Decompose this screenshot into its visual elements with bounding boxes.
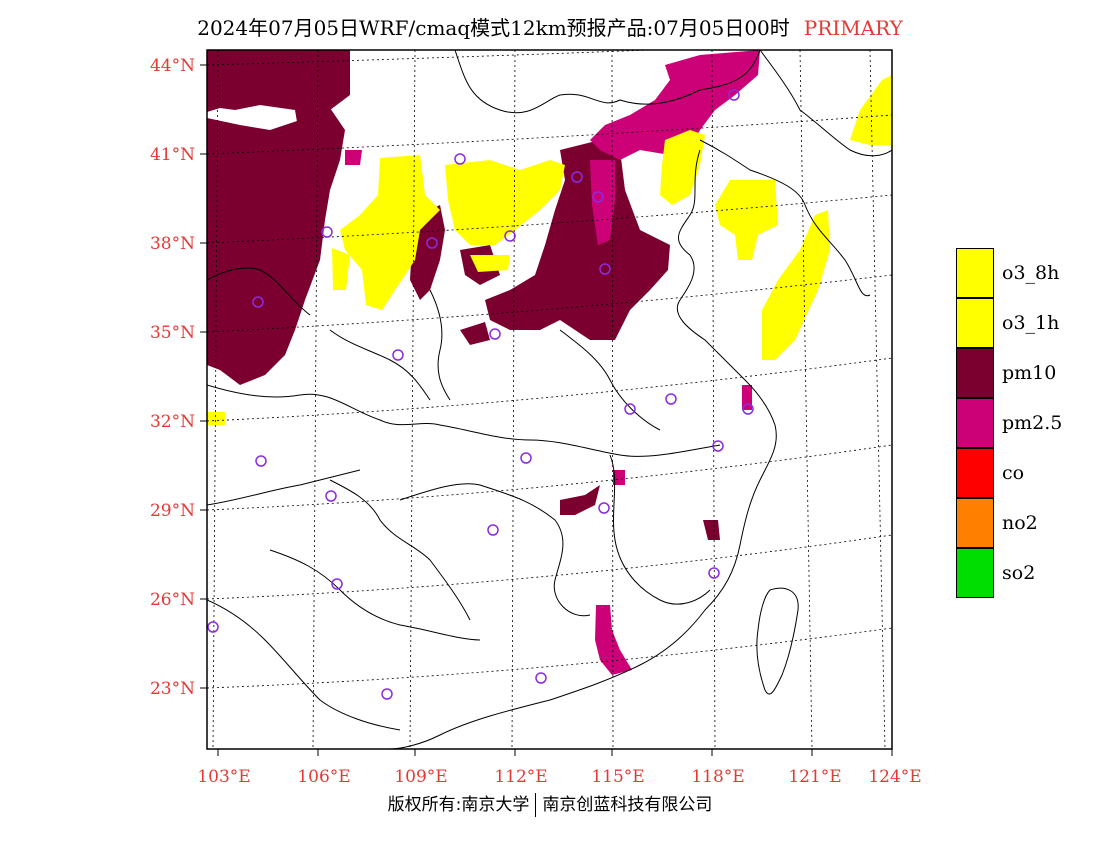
- legend-label: co: [1002, 462, 1025, 484]
- lon-label: 121°E: [788, 767, 841, 787]
- longitude-labels: 103°E 106°E 109°E 112°E 115°E 118°E 121°…: [197, 767, 921, 787]
- station-marker: [520, 452, 532, 464]
- station-marker: [331, 578, 343, 590]
- station-marker: [599, 263, 611, 275]
- lat-label: 26°N: [150, 590, 195, 610]
- legend-label: so2: [1002, 562, 1036, 584]
- title-text: 2024年07月05日WRF/cmaq模式12km预报产品:07月05日00时: [197, 16, 790, 40]
- o3-regions: [207, 75, 892, 425]
- station-marker: [454, 153, 466, 165]
- lon-label: 115°E: [591, 767, 644, 787]
- legend-swatch: [956, 298, 994, 348]
- station-marker: [207, 621, 219, 633]
- legend-swatch: [956, 248, 994, 298]
- station-marker: [489, 328, 501, 340]
- legend-swatch: [956, 448, 994, 498]
- footer-divider: [535, 793, 537, 817]
- station-marker: [598, 502, 610, 514]
- lat-label: 29°N: [150, 501, 195, 521]
- legend-label: no2: [1002, 512, 1038, 534]
- station-marker: [255, 455, 267, 467]
- lat-label: 23°N: [150, 679, 195, 699]
- station-marker: [708, 567, 720, 579]
- station-marker: [535, 672, 547, 684]
- lat-label: 32°N: [150, 412, 195, 432]
- boundaries: [207, 50, 892, 749]
- station-marker: [426, 237, 438, 249]
- station-marker: [742, 403, 754, 415]
- legend-swatch: [956, 348, 994, 398]
- latitude-labels: 44°N 41°N 38°N 35°N 32°N 29°N 26°N 23°N: [150, 56, 195, 699]
- legend-swatch: [956, 548, 994, 598]
- station-marker: [325, 490, 337, 502]
- legend-swatch: [956, 498, 994, 548]
- station-marker: [624, 403, 636, 415]
- station-marker: [665, 393, 677, 405]
- lon-label: 109°E: [394, 767, 447, 787]
- lat-label: 44°N: [150, 56, 195, 76]
- legend-label: pm10: [1002, 362, 1057, 384]
- copyright-right: 南京创蓝科技有限公司: [542, 795, 713, 815]
- graticule: [207, 50, 892, 749]
- lon-label: 124°E: [868, 767, 921, 787]
- lon-label: 103°E: [197, 767, 250, 787]
- legend-label: pm2.5: [1002, 412, 1063, 434]
- lon-label: 112°E: [494, 767, 547, 787]
- station-marker: [504, 230, 516, 242]
- station-marker: [712, 440, 724, 452]
- axis-ticks: [200, 64, 893, 756]
- copyright-footer: 版权所有:南京大学 南京创蓝科技有限公司: [0, 790, 1100, 817]
- copyright-left: 版权所有:南京大学: [387, 795, 530, 815]
- pm10-regions: [207, 50, 720, 540]
- lat-label: 35°N: [150, 323, 195, 343]
- station-marker: [392, 349, 404, 361]
- lon-label: 118°E: [691, 767, 744, 787]
- station-marker: [728, 89, 740, 101]
- station-marker: [252, 296, 264, 308]
- map-frame: [206, 49, 893, 750]
- station-marker: [381, 688, 393, 700]
- station-marker: [487, 524, 499, 536]
- primary-label: PRIMARY: [803, 16, 903, 40]
- station-marker: [571, 171, 583, 183]
- lon-label: 106°E: [297, 767, 350, 787]
- lat-label: 38°N: [150, 234, 195, 254]
- lat-label: 41°N: [150, 145, 195, 165]
- city-stations: [207, 89, 754, 700]
- station-marker: [321, 226, 333, 238]
- legend-swatch: [956, 398, 994, 448]
- legend-label: o3_8h: [1002, 262, 1060, 284]
- station-marker: [592, 191, 604, 203]
- legend-label: o3_1h: [1002, 312, 1060, 334]
- map-title: 2024年07月05日WRF/cmaq模式12km预报产品:07月05日00时 P…: [0, 12, 1100, 41]
- map-content: [207, 50, 892, 749]
